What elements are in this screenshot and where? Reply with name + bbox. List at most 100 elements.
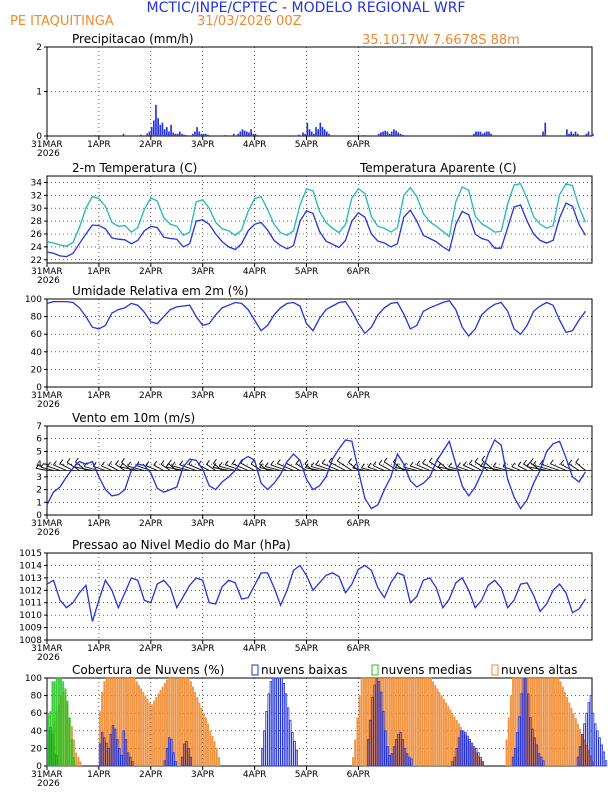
wind-ytick-label: 5: [36, 447, 42, 457]
wind-xtick-label: 4APR: [243, 519, 267, 529]
precip-bar: [572, 133, 575, 136]
wind-barb: [277, 463, 294, 471]
low-cloud-bar: [165, 748, 169, 767]
precip-bar: [304, 133, 307, 136]
low-cloud-bar: [261, 748, 264, 767]
high-cloud-bar: [79, 761, 82, 767]
precip-bar: [308, 129, 311, 136]
wind-barb: [145, 465, 158, 471]
rh-xtick-label: 2APR: [139, 391, 163, 401]
wind-barb: [463, 465, 476, 471]
wind-barb: [372, 465, 385, 471]
low-cloud-bar: [295, 749, 298, 767]
low-cloud-bar: [118, 748, 121, 767]
apparent-temp-legend: Temperatura Aparente (C): [359, 161, 517, 175]
high-cloud-bar: [509, 695, 512, 767]
precip-bar: [486, 131, 488, 136]
low-cloud-bar: [600, 744, 603, 767]
temp-xtick-label: 1APR: [87, 267, 111, 277]
wind-barb-flag: [526, 462, 531, 467]
low-cloud-bar: [542, 760, 545, 767]
high-cloud-bar: [559, 681, 562, 767]
precip-bar: [170, 124, 172, 136]
wind-barb: [568, 463, 580, 471]
low-cloud-bar: [122, 730, 125, 767]
low-cloud-bar: [180, 756, 184, 767]
temp-ytick-label: 30: [31, 204, 43, 214]
high-cloud-bar: [574, 718, 577, 767]
precip-bar: [204, 133, 207, 136]
high-cloud-bar: [425, 677, 428, 767]
wind-barb-flag: [560, 459, 564, 465]
low-cloud-bar: [163, 760, 167, 767]
wind-barb-flag: [428, 457, 433, 462]
precip-bar: [395, 130, 397, 136]
low-cloud-bar: [451, 761, 454, 767]
precip-xtick-label: 3APR: [191, 140, 215, 150]
high-cloud-bar: [507, 717, 510, 767]
precip-bar: [224, 135, 227, 136]
temp-panel: 22 24 26 28 30 32 34 31MAR 1APR 2APR 3APR 4APR 5APR 6…: [31, 161, 593, 286]
precip-bar: [306, 122, 309, 136]
wind-barb-flag: [517, 461, 522, 466]
wind-barb: [304, 463, 314, 471]
precip-bar: [393, 129, 395, 136]
wind-barb-flag: [523, 459, 528, 465]
pres-ytick-label: 1010: [19, 611, 42, 621]
low-cloud-bar: [124, 739, 128, 767]
wind-barb: [74, 466, 93, 471]
pres-ytick-label: 1013: [19, 574, 42, 584]
precip-bar: [172, 132, 175, 136]
precip-bar: [202, 133, 205, 136]
wind-barb: [188, 464, 203, 471]
low-cloud-bar: [511, 756, 515, 767]
mid-cloud-bar: [70, 739, 73, 767]
high-cloud-bar: [419, 677, 421, 767]
mid-cloud-bar: [66, 700, 69, 767]
high-cloud-bar: [427, 677, 430, 767]
pres-year-label: 2026: [37, 653, 60, 663]
precip-bar: [250, 129, 252, 136]
low-cloud-bar: [518, 716, 521, 767]
wind-barb-flag: [165, 462, 170, 468]
wind-barb: [206, 464, 216, 471]
high-cloud-bar: [213, 741, 216, 767]
low-cloud-bar: [531, 728, 534, 767]
high-cloud-bar: [416, 677, 419, 767]
pres-title: Pressao ao Nivel Medio do Mar (hPa): [72, 538, 291, 552]
wind-barb: [59, 463, 74, 471]
precip-bar: [315, 127, 317, 136]
wind-barb-flag: [121, 458, 125, 463]
wind-panel: 0 1 2 3 4 5 6 7 31MAR 1APR 2APR 3APR 4APR 5APR 6APR 202…: [31, 411, 593, 538]
temp-ytick-label: 26: [31, 230, 43, 240]
precip-xtick-label: 4APR: [243, 140, 267, 150]
wind-barb: [429, 461, 444, 471]
high-cloud-bar: [553, 677, 556, 767]
temp-xtick-label: 4APR: [243, 267, 267, 277]
wind-year-label: 2026: [37, 528, 60, 538]
wind-barb-flag: [59, 459, 64, 464]
high-cloud-bar: [429, 677, 432, 767]
low-cloud-bar: [466, 735, 469, 767]
location-label: PE ITAQUITINGA: [10, 14, 114, 29]
precip-bar: [174, 133, 177, 136]
low-cloud-bar: [369, 719, 372, 767]
wind-ytick-label: 3: [36, 473, 42, 483]
low-cloud-bar: [379, 691, 383, 767]
wind-barb-flag: [213, 459, 217, 464]
wind-barb-flag: [383, 457, 388, 463]
wind-barb-flag: [53, 460, 57, 466]
main-title: MCTIC/INPE/CPTEC - MODELO REGIONAL WRF: [147, 0, 466, 16]
precip-bar: [165, 127, 168, 136]
wind-barb-flag: [463, 461, 467, 466]
temp-xtick-label: 2APR: [139, 267, 163, 277]
wind-ytick-label: 7: [36, 422, 42, 432]
high-cloud-bar: [174, 677, 177, 767]
high-cloud-bar: [356, 717, 359, 767]
temp-xtick-label: 3APR: [191, 267, 215, 277]
precip-xtick-label: 6APR: [347, 140, 371, 150]
cloud-legend-swatch: [491, 664, 499, 676]
low-cloud-bar: [100, 732, 104, 767]
low-cloud-bar: [585, 712, 588, 767]
high-cloud-bar: [432, 681, 434, 767]
